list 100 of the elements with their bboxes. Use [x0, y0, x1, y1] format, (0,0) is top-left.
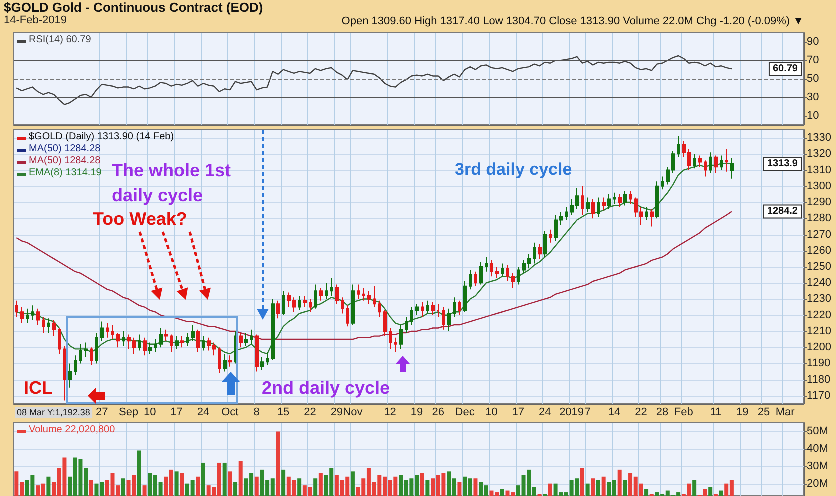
y-tick-label: 70	[807, 54, 820, 67]
x-tick-label: Feb	[674, 406, 694, 418]
candlestick	[260, 356, 264, 371]
candlestick	[714, 155, 718, 174]
x-tick-label: 10	[144, 406, 156, 418]
x-tick-label: 14	[608, 406, 621, 418]
y-tick-label: 1280	[807, 212, 832, 225]
x-tick-label: 17	[512, 406, 525, 418]
candlestick	[490, 260, 493, 278]
candlestick	[68, 363, 72, 388]
candlestick	[148, 342, 152, 355]
candlestick	[143, 337, 147, 356]
candlestick	[698, 155, 702, 168]
candlestick	[431, 302, 435, 316]
annotation: 1284.2	[767, 206, 798, 218]
y-tick-label: 10	[807, 110, 820, 122]
candlestick	[421, 302, 424, 318]
y-tick-label: 1320	[807, 148, 832, 160]
candlestick	[180, 336, 184, 348]
candlestick	[383, 310, 387, 337]
candlestick	[175, 336, 179, 350]
x-tick-label: 15	[277, 406, 290, 418]
x-tick-label: 25	[758, 406, 770, 418]
candlestick	[565, 206, 568, 221]
candlestick	[538, 244, 542, 260]
candlestick	[517, 266, 520, 286]
y-tick-label: 30M	[807, 460, 828, 472]
candlestick	[479, 262, 483, 286]
candlestick	[271, 298, 275, 361]
candlestick	[26, 308, 29, 324]
candlestick	[442, 306, 445, 330]
candlestick	[597, 197, 600, 218]
annotation: 2nd daily cycle	[262, 378, 390, 398]
legend-label: MA(50) 1284.28	[29, 144, 102, 154]
x-tick-label: Nov	[343, 406, 364, 418]
y-tick-label: 1170	[807, 390, 831, 402]
candlestick	[709, 152, 712, 174]
y-tick-label: 1220	[807, 309, 832, 322]
y-tick-label: 1270	[807, 228, 832, 241]
candlestick	[159, 328, 163, 348]
candlestick	[170, 334, 173, 353]
candlestick	[239, 332, 243, 348]
candlestick	[650, 208, 654, 228]
candlestick	[661, 176, 664, 190]
candlestick	[74, 355, 77, 376]
candlestick	[58, 328, 61, 355]
candlestick	[367, 290, 371, 305]
x-tick-label: 8	[254, 406, 260, 418]
x-tick-label: 11	[710, 406, 722, 418]
candlestick	[629, 190, 632, 205]
candlestick	[276, 300, 280, 320]
x-tick-label: 7	[584, 406, 591, 418]
candlestick	[122, 330, 125, 346]
x-tick-label: 27	[96, 406, 108, 418]
candlestick	[79, 344, 82, 364]
candlestick	[191, 324, 195, 342]
candlestick	[309, 298, 312, 313]
candlestick	[298, 296, 301, 312]
candlestick	[463, 281, 467, 313]
text: Open 1309.60 High 1317.40 Low 1304.70 Close 1313.90 Volume 22.0M Chg -1.20 (-0.09%) ▼	[342, 16, 804, 28]
candlestick	[426, 300, 429, 314]
annotation: ICL	[24, 378, 53, 398]
y-tick-label: 1290	[807, 196, 832, 209]
y-tick-label: 90	[807, 36, 820, 48]
candlestick	[693, 154, 696, 170]
candlestick	[111, 324, 114, 340]
candlestick	[677, 136, 680, 158]
candlestick	[325, 282, 328, 300]
x-tick-label: 10	[486, 406, 498, 418]
x-tick-label: 22	[635, 406, 648, 418]
annotation: 60.79	[772, 64, 798, 75]
candlestick	[255, 334, 259, 372]
candlestick	[106, 322, 109, 338]
candlestick	[501, 263, 504, 278]
y-tick-label: 1300	[807, 180, 832, 192]
candlestick	[186, 332, 189, 346]
candlestick	[303, 296, 307, 308]
candlestick	[20, 306, 24, 324]
candlestick	[196, 329, 200, 353]
candlestick	[655, 181, 659, 220]
y-tick-label: 1210	[807, 325, 832, 338]
candlestick	[485, 256, 488, 272]
legend-label: Volume 22,020,800	[29, 424, 116, 436]
candlestick	[618, 194, 622, 208]
candlestick	[314, 284, 317, 310]
y-tick-label: 30	[807, 91, 820, 104]
candlestick	[84, 342, 88, 358]
candlestick	[223, 354, 227, 372]
candlestick	[720, 155, 723, 171]
x-tick-label: 22	[304, 406, 316, 418]
y-tick-label: 1230	[807, 293, 832, 306]
candlestick	[330, 278, 333, 297]
candlestick	[90, 347, 93, 366]
candlestick	[586, 197, 590, 213]
candlestick	[351, 284, 355, 326]
legend-label: MA(50) 1284.28	[29, 156, 102, 166]
candlestick	[405, 316, 408, 334]
candlestick	[47, 318, 50, 334]
y-tick-label: 40M	[807, 443, 828, 456]
x-tick-label: 12	[384, 406, 396, 418]
